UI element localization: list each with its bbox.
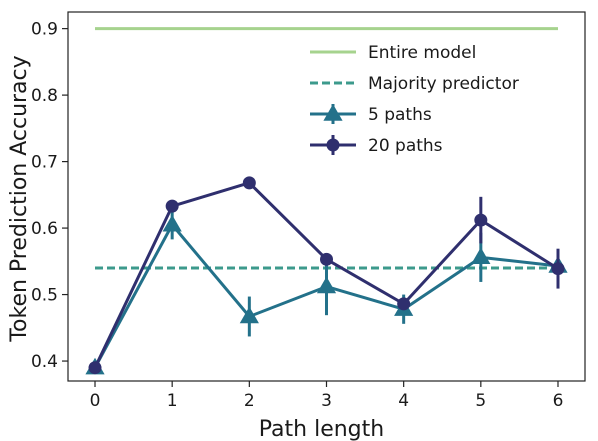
y-tick-label: 0.6 xyxy=(31,219,58,239)
x-tick-label: 0 xyxy=(90,391,101,411)
data-point xyxy=(551,262,565,276)
data-point xyxy=(242,176,256,190)
x-tick-label: 4 xyxy=(398,391,409,411)
x-tick-label: 3 xyxy=(321,391,332,411)
data-point xyxy=(165,199,179,213)
y-axis-label: Token Prediction Accuracy xyxy=(7,55,32,342)
x-tick-label: 5 xyxy=(475,391,486,411)
legend: Entire model Majority predictor 5 paths 20 … xyxy=(310,43,519,156)
series-20-paths xyxy=(88,176,565,375)
plot-frame xyxy=(67,11,586,382)
x-tick-label: 6 xyxy=(553,391,564,411)
data-point xyxy=(88,361,102,375)
x-tick-label: 1 xyxy=(167,391,178,411)
data-point xyxy=(239,306,259,324)
legend-label-5-paths: 5 paths xyxy=(368,105,432,125)
data-point xyxy=(471,247,491,265)
legend-label-majority-predictor: Majority predictor xyxy=(368,74,519,94)
data-point xyxy=(320,252,333,266)
legend-label-20-paths: 20 paths xyxy=(368,136,443,156)
legend-marker xyxy=(326,138,340,152)
legend-label-entire-model: Entire model xyxy=(368,43,476,63)
y-tick-label: 0.9 xyxy=(31,20,58,40)
x-tick-label: 2 xyxy=(244,391,255,411)
x-axis-label: Path length xyxy=(259,417,384,441)
data-point xyxy=(316,276,337,294)
legend-marker xyxy=(323,104,343,121)
y-tick-label: 0.7 xyxy=(31,153,58,173)
y-tick-label: 0.8 xyxy=(31,86,58,106)
data-point xyxy=(474,213,488,227)
y-tick-label: 0.4 xyxy=(31,352,58,372)
y-tick-label: 0.5 xyxy=(31,286,58,306)
series-5-paths xyxy=(85,210,568,375)
data-point xyxy=(397,297,411,311)
data-point xyxy=(162,214,182,232)
